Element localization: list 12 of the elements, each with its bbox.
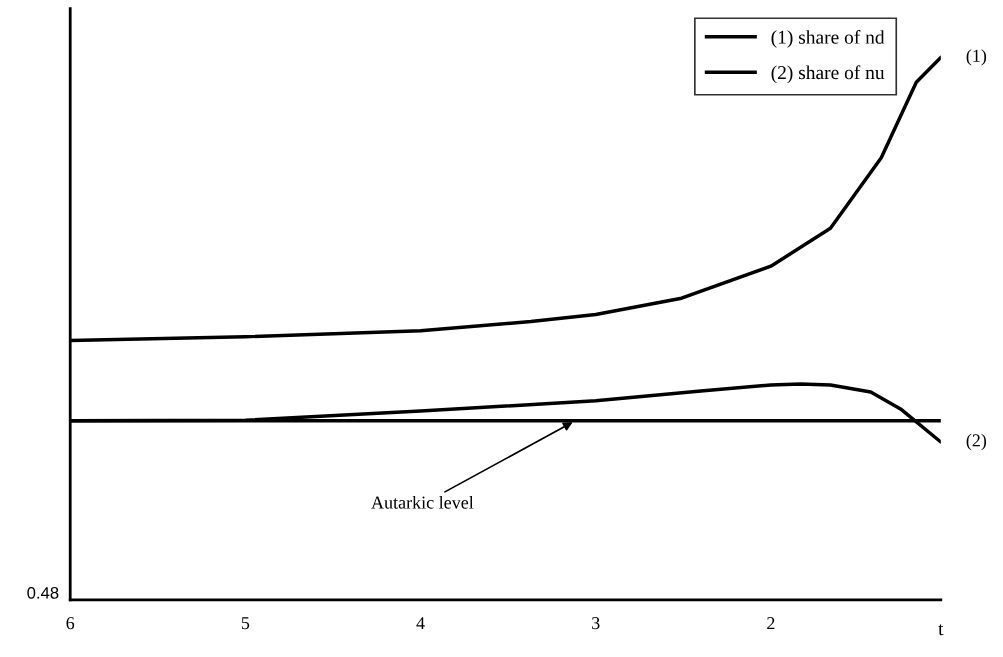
text: 0.48	[27, 586, 59, 599]
x-tick-label: 6	[66, 617, 75, 630]
ref-line-label: Autarkic level	[371, 495, 474, 509]
annotation: (2)	[966, 433, 987, 451]
legend-label: (2) share of nu	[771, 65, 885, 84]
x-tick-label: 2	[767, 617, 775, 630]
x-tick-label: 5	[241, 617, 250, 630]
x-axis-title: t	[938, 624, 944, 636]
legend-label: (1) share of nd	[771, 29, 885, 48]
x-tick-label: 3	[592, 617, 600, 630]
annotation: (1)	[966, 49, 987, 66]
x-tick-label: 4	[416, 617, 425, 630]
